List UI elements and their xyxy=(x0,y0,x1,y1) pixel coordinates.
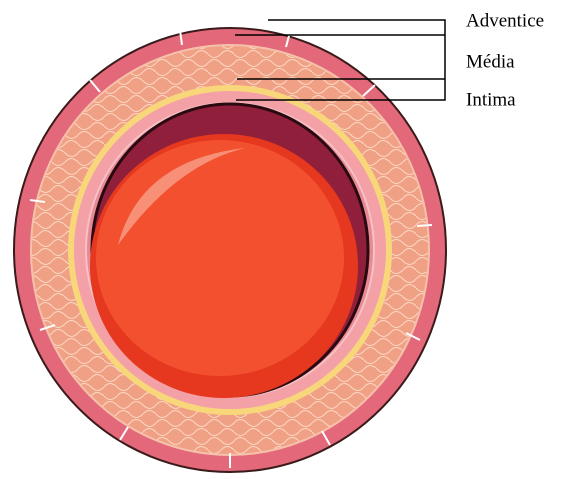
blood-cell-center xyxy=(96,140,344,376)
vessel xyxy=(13,27,447,473)
label: Média xyxy=(466,51,515,72)
highlight xyxy=(118,148,245,245)
adventice-marks xyxy=(29,29,433,468)
label: Intima xyxy=(466,89,516,110)
leader-lines xyxy=(235,19,446,101)
label: Adventice xyxy=(466,10,544,31)
